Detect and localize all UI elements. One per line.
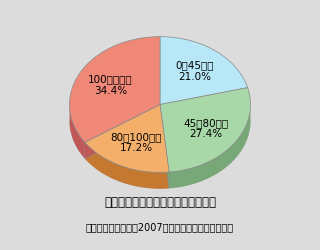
Text: 所定外労働時間の分布（建築工事）: 所定外労働時間の分布（建築工事） bbox=[104, 196, 216, 209]
Polygon shape bbox=[160, 104, 169, 188]
Polygon shape bbox=[169, 102, 251, 188]
Polygon shape bbox=[85, 104, 160, 158]
Text: 100時間以上
34.4%: 100時間以上 34.4% bbox=[88, 74, 133, 96]
Text: 80～100時間
17.2%: 80～100時間 17.2% bbox=[110, 132, 162, 154]
Polygon shape bbox=[160, 104, 169, 188]
Text: （出典　日建協　「2007時短アンケートの概要」）: （出典 日建協 「2007時短アンケートの概要」） bbox=[86, 222, 234, 232]
Polygon shape bbox=[69, 102, 85, 158]
Polygon shape bbox=[160, 88, 251, 172]
Polygon shape bbox=[69, 37, 160, 142]
Polygon shape bbox=[160, 37, 248, 104]
Text: 0～45時間
21.0%: 0～45時間 21.0% bbox=[175, 60, 214, 82]
Polygon shape bbox=[85, 104, 160, 158]
Polygon shape bbox=[85, 142, 169, 189]
Text: 45～80時間
27.4%: 45～80時間 27.4% bbox=[183, 118, 228, 140]
Polygon shape bbox=[69, 121, 251, 189]
Polygon shape bbox=[85, 104, 169, 172]
